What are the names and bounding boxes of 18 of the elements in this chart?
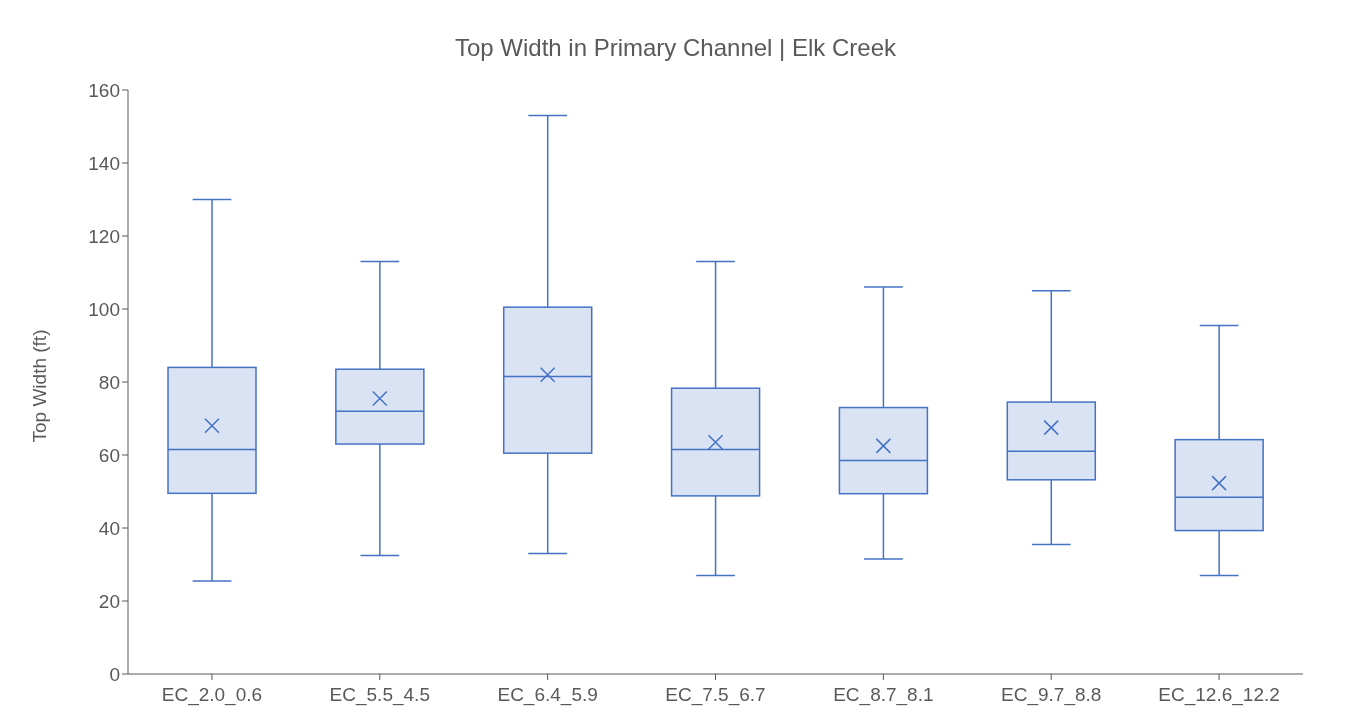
chart-title: Top Width in Primary Channel | Elk Creek bbox=[453, 33, 898, 63]
x-tick-label: EC_12.6_12.2 bbox=[1158, 684, 1280, 707]
y-tick-label: 60 bbox=[98, 444, 120, 466]
y-tick-label: 100 bbox=[88, 298, 120, 320]
y-tick-label: 160 bbox=[88, 79, 120, 101]
y-tick-label: 80 bbox=[98, 371, 120, 393]
y-axis-title: Top Width (ft) bbox=[29, 329, 51, 443]
y-tick-label: 120 bbox=[88, 225, 120, 247]
y-tick-label: 40 bbox=[98, 517, 120, 539]
y-tick-label: 140 bbox=[88, 152, 120, 174]
y-tick-label: 20 bbox=[98, 590, 120, 612]
x-tick-label: EC_7.5_6.7 bbox=[665, 684, 766, 707]
y-tick-label: 0 bbox=[109, 663, 120, 685]
x-tick-label: EC_5.5_4.5 bbox=[329, 684, 430, 707]
x-tick-label: EC_6.4_5.9 bbox=[497, 684, 598, 707]
x-tick-label: EC_9.7_8.8 bbox=[1001, 684, 1102, 707]
x-tick-label: EC_2.0_0.6 bbox=[161, 684, 263, 707]
x-tick-label: EC_8.7_8.1 bbox=[833, 684, 934, 707]
